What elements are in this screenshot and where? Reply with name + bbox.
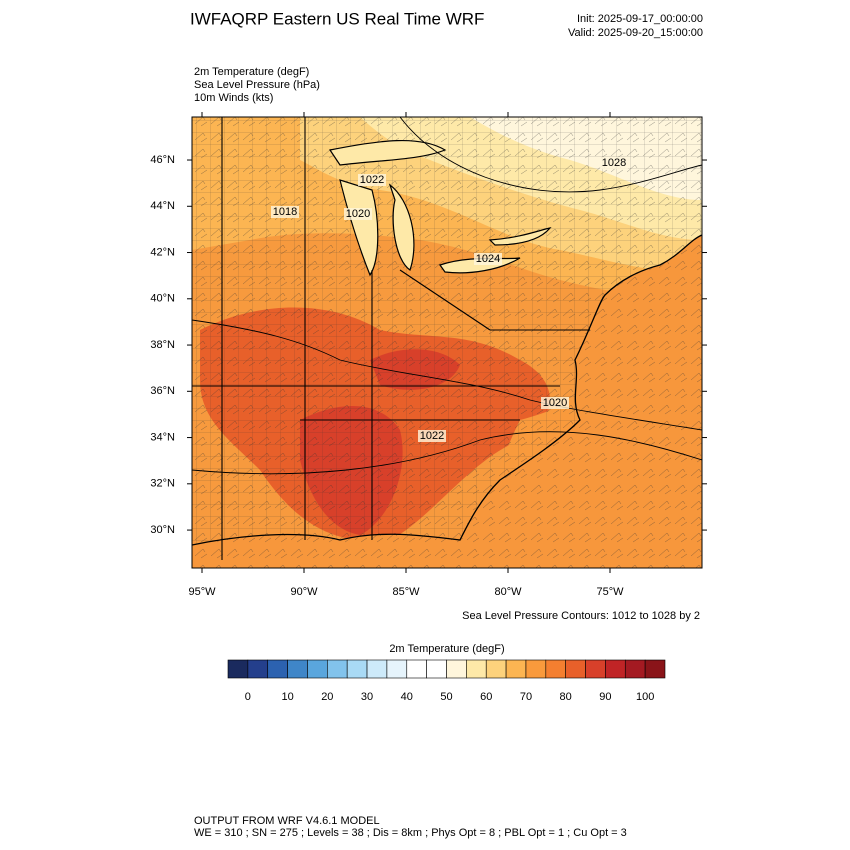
- pressure-contour: [192, 117, 702, 475]
- lon-tick-label: 95°W: [188, 586, 216, 598]
- colorbar-swatch: [366, 659, 388, 679]
- contour-label: 1020: [543, 397, 567, 409]
- init-time: Init: 2025-09-17_00:00:00: [577, 13, 703, 25]
- footer: WE = 310 ; SN = 275 ; Levels = 38 ; Dis …: [194, 827, 627, 839]
- coastline: [192, 234, 702, 546]
- lon-tick-label: 75°W: [596, 586, 624, 598]
- lat-tick-label: 40°N: [150, 293, 175, 305]
- contour-label-box: [541, 397, 569, 409]
- contour-label: 1022: [360, 174, 384, 186]
- colorbar-swatch: [565, 659, 586, 679]
- lat-tick-label: 30°N: [150, 524, 175, 536]
- lon-tick-label: 90°W: [290, 586, 318, 598]
- colorbar-swatch: [545, 659, 566, 679]
- contour-label: 1018: [273, 206, 297, 218]
- contour-label: 1020: [346, 208, 370, 220]
- lon-tick-label: 85°W: [392, 586, 420, 598]
- field-label: 2m Temperature (degF): [194, 66, 309, 78]
- field-label: 10m Winds (kts): [194, 92, 273, 104]
- colorbar-swatch: [466, 659, 487, 679]
- contour-label: 1022: [420, 430, 444, 442]
- lat-tick-label: 32°N: [150, 478, 175, 490]
- lat-tick-label: 42°N: [150, 246, 175, 258]
- colorbar-tick-label: 50: [440, 691, 452, 703]
- contour-label-box: [418, 430, 446, 442]
- lon-tick-label: 80°W: [494, 586, 522, 598]
- contour-label-box: [358, 174, 386, 186]
- great-lakes: [329, 139, 552, 277]
- lat-tick-label: 34°N: [150, 431, 175, 443]
- colorbar-tick-label: 70: [520, 691, 532, 703]
- contour-label-box: [600, 157, 628, 169]
- colorbar-tick-label: 40: [401, 691, 413, 703]
- title: IWFAQRP Eastern US Real Time WRF: [190, 9, 484, 28]
- colorbar-swatch: [247, 659, 269, 679]
- colorbar-swatch: [585, 659, 606, 679]
- map: [192, 117, 702, 568]
- colorbar-swatch: [346, 659, 368, 679]
- footer: OUTPUT FROM WRF V4.6.1 MODEL: [194, 815, 380, 827]
- colorbar: 0 10 20 30 40 50 60 70 80 90 100: [227, 659, 666, 703]
- colorbar-swatch: [644, 659, 666, 679]
- colorbar-swatch: [267, 659, 288, 679]
- colorbar-tick-label: 10: [281, 691, 293, 703]
- field-label: Sea Level Pressure (hPa): [194, 79, 320, 91]
- colorbar-swatch: [386, 659, 408, 679]
- map-frame: [191, 116, 703, 569]
- colorbar-swatch: [287, 659, 308, 679]
- contour-label: 1028: [602, 157, 626, 169]
- contour-label-box: [344, 208, 372, 220]
- contour-note: Sea Level Pressure Contours: 1012 to 102…: [462, 610, 700, 622]
- colorbar-swatch: [624, 659, 646, 679]
- colorbar-tick-label: 30: [361, 691, 373, 703]
- lat-tick-label: 46°N: [150, 154, 175, 166]
- colorbar-tick-label: 80: [560, 691, 572, 703]
- colorbar-swatch: [406, 659, 427, 679]
- colorbar-swatch: [505, 659, 527, 679]
- lat-tick-label: 38°N: [150, 339, 175, 351]
- state-borders: [192, 117, 590, 560]
- contour-label-box: [474, 253, 502, 265]
- colorbar-tick-label: 90: [599, 691, 611, 703]
- colorbar-tick-label: 100: [636, 691, 654, 703]
- colorbar-tick-label: 60: [480, 691, 492, 703]
- colorbar-swatch: [327, 659, 348, 679]
- colorbar-swatch: [426, 659, 447, 679]
- colorbar-swatch: [446, 659, 467, 679]
- colorbar-swatch: [227, 659, 249, 679]
- wind-barbs: [192, 117, 702, 568]
- colorbar-title: 2m Temperature (degF): [389, 643, 504, 655]
- contour-labels: 1018 1020 1022 1028 1024 1020 1022: [271, 157, 628, 442]
- colorbar-swatch: [485, 659, 507, 679]
- colorbar-swatch: [605, 659, 626, 679]
- axis-ticks: 30°N 32°N 34°N 36°N 38°N 40°N 42°N 44°N 46°N 95°W…: [150, 112, 707, 598]
- colorbar-tick-label: 20: [321, 691, 333, 703]
- contour-label-box: [271, 206, 299, 218]
- lat-tick-label: 44°N: [150, 200, 175, 212]
- valid-time: Valid: 2025-09-20_15:00:00: [568, 27, 703, 39]
- contour-label: 1024: [476, 253, 500, 265]
- colorbar-tick-label: 0: [245, 691, 251, 703]
- lat-tick-label: 36°N: [150, 385, 175, 397]
- colorbar-swatch: [307, 659, 328, 679]
- colorbar-swatch: [525, 659, 547, 679]
